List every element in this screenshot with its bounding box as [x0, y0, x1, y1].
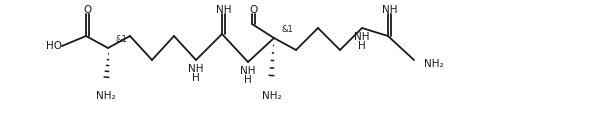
Text: NH: NH — [216, 5, 232, 15]
Text: HO: HO — [46, 41, 62, 51]
Text: NH₂: NH₂ — [96, 91, 116, 101]
Text: NH₂: NH₂ — [262, 91, 282, 101]
Text: H: H — [244, 75, 252, 85]
Text: O: O — [249, 5, 257, 15]
Text: NH: NH — [354, 32, 370, 42]
Text: H: H — [358, 41, 366, 51]
Text: NH: NH — [188, 64, 204, 74]
Text: &1: &1 — [282, 24, 294, 33]
Text: NH: NH — [240, 66, 256, 76]
Text: NH₂: NH₂ — [424, 59, 443, 69]
Text: O: O — [83, 5, 91, 15]
Text: NH: NH — [382, 5, 398, 15]
Text: H: H — [192, 73, 200, 83]
Text: &1: &1 — [116, 35, 128, 44]
